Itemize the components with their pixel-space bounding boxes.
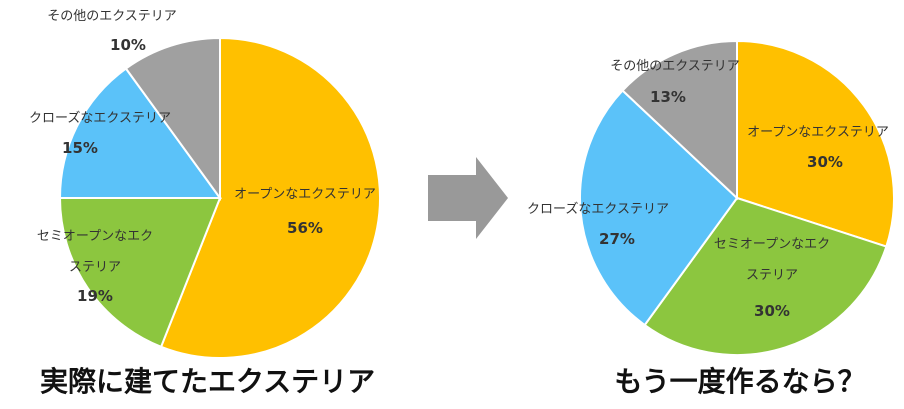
slice-percent-label: 56% [287,219,323,237]
pie-slice [58,197,222,349]
slice-label: クローズなエクステリア [527,201,669,217]
slice-percent-label: 15% [62,139,98,157]
slice-percent-label: 10% [110,36,146,54]
slice-percent-label: 27% [599,230,635,248]
slice-label: セミオープンなエクステリア [37,229,153,275]
pie-slice [159,36,381,359]
slice-label: セミオープンなエクステリア [714,237,830,283]
chart-title-built: 実際に建てたエクステリア [40,365,376,398]
slice-label: その他のエクステリア [47,9,177,24]
slice-label: クローズなエクステリア [29,110,171,126]
pie-slice [643,196,888,356]
pie-chart-built: オープンなエクステリア 56% セミオープンなエクステリア 19% クローズなエクステリ… [29,9,381,359]
slice-label: オープンなエクステリア [234,187,376,202]
slice-label: オープンなエクステリア [747,125,889,140]
slice-percent-label: 19% [77,287,113,305]
slice-percent-label: 30% [807,153,843,171]
right-arrow-icon [428,157,508,239]
pie-slice [124,36,221,202]
pie-slice [736,39,895,248]
pie-slice [58,67,222,199]
slice-percent-label: 13% [650,88,686,106]
chart-title-again: もう一度作るなら？ [614,365,866,398]
slice-percent-label: 30% [754,302,790,320]
slice-label: その他のエクステリア [610,59,740,74]
pie-chart-again: オープンなエクステリア 30% セミオープンなエクステリア 30% クローズなエクステリ… [527,39,895,356]
pie-slice [621,39,738,201]
pie-slice [579,89,739,327]
